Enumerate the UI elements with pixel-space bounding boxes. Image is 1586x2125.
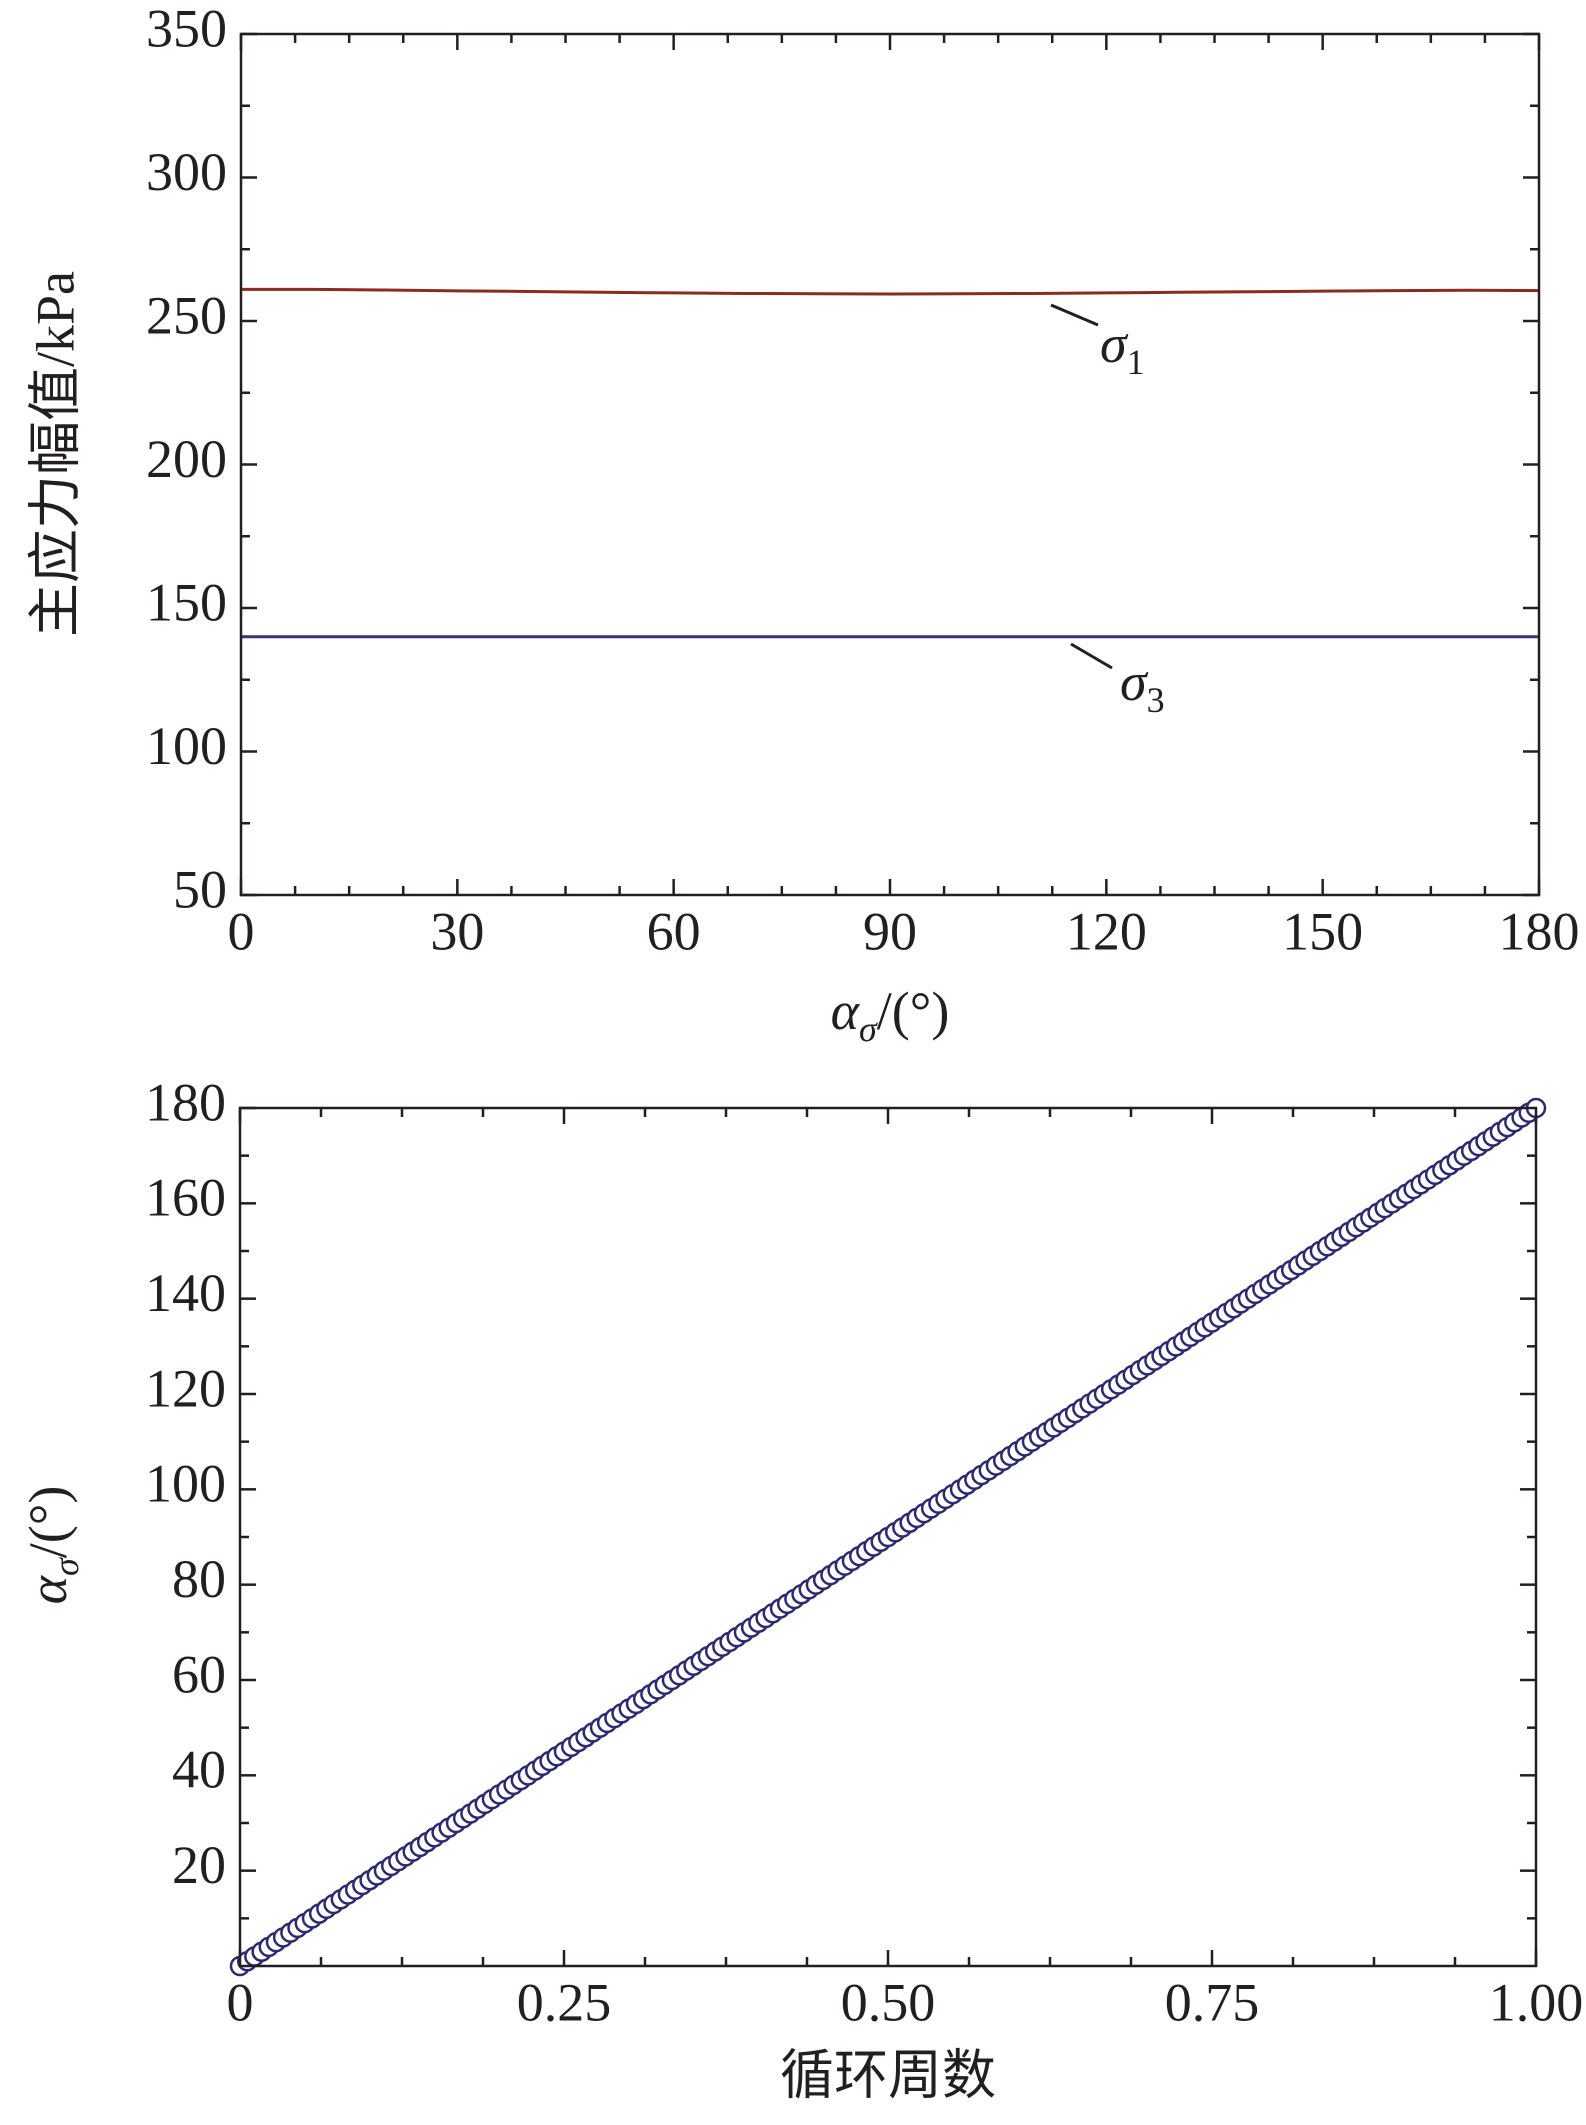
x-tick-label: 60 — [647, 901, 701, 961]
x-tick-label: 120 — [1066, 901, 1147, 961]
y-tick-label: 200 — [146, 429, 227, 489]
x-tick-label: 1.00 — [1489, 1972, 1584, 2032]
x-tick-label: 0.50 — [841, 1972, 936, 2032]
x-tick-label: 180 — [1499, 901, 1580, 961]
annotation-subscript: 1 — [1127, 342, 1145, 382]
plot-frame — [238, 1106, 1538, 1968]
y-tick-label: 20 — [172, 1835, 226, 1895]
y-axis-label: 主应力幅值/kPa — [25, 271, 85, 637]
y-tick-label: 140 — [145, 1263, 226, 1323]
y-tick-label: 180 — [145, 1072, 226, 1132]
y-tick-label: 50 — [173, 859, 227, 919]
x-tick-label: 30 — [430, 901, 484, 961]
y-axis-label: ασ/(°) — [18, 1486, 86, 1605]
x-axis-label: 循环周数 — [780, 2045, 996, 2105]
x-axis-label-sub: σ — [859, 1009, 878, 1049]
y-tick-label: 150 — [146, 572, 227, 632]
y-axis-label-rest: /(°) — [18, 1486, 78, 1559]
annotation: σ1 — [1100, 314, 1145, 382]
y-tick-label: 120 — [145, 1358, 226, 1418]
annotation-subscript: 3 — [1147, 680, 1165, 720]
y-tick-label: 160 — [145, 1168, 226, 1228]
x-tick-label: 0 — [227, 1972, 254, 2032]
plot-frame — [239, 32, 1541, 897]
y-tick-label: 100 — [146, 716, 227, 776]
y-tick-label: 60 — [172, 1644, 226, 1704]
x-tick-label: 0.25 — [517, 1972, 612, 2032]
x-tick-label: 150 — [1282, 901, 1363, 961]
x-tick-label: 90 — [863, 901, 917, 961]
y-tick-label: 300 — [146, 142, 227, 202]
annotation-symbol: σ — [1100, 314, 1129, 374]
leader-line — [1050, 303, 1099, 327]
y-tick-label: 80 — [172, 1549, 226, 1609]
annotation: σ3 — [1120, 652, 1165, 720]
x-tick-label: 0.75 — [1165, 1972, 1260, 2032]
annotation-symbol: σ — [1120, 652, 1149, 712]
y-axis-label-main: α — [18, 1574, 78, 1604]
y-tick-label: 350 — [146, 0, 227, 58]
y-tick-label: 40 — [172, 1740, 226, 1800]
x-axis-label-main: α — [831, 981, 861, 1041]
y-axis-label-sub: σ — [46, 1557, 86, 1576]
y-tick-label: 100 — [145, 1454, 226, 1514]
x-tick-label: 0 — [228, 901, 255, 961]
line-series — [241, 287, 1540, 296]
x-axis-label: ασ/(°) — [831, 981, 950, 1049]
leader-line — [1070, 642, 1113, 670]
x-axis-label-rest: /(°) — [877, 981, 950, 1041]
y-tick-label: 250 — [146, 285, 227, 345]
